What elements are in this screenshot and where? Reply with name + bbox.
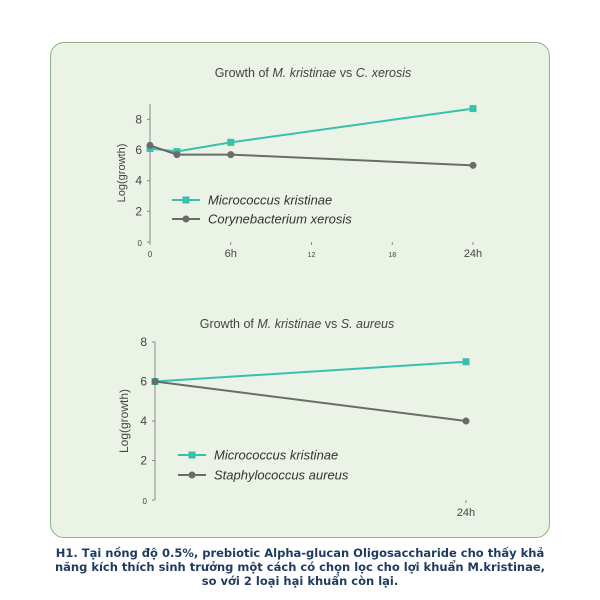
data-point-circle — [469, 161, 477, 169]
chart-title: Growth of M. kristinae vs S. aureus — [200, 317, 395, 331]
legend-marker-circle — [188, 471, 196, 479]
caption-line-3: so với 2 loại hại khuẩn còn lại. — [201, 574, 399, 588]
y-tick-label: 6 — [140, 375, 147, 389]
series-line-1 — [154, 360, 467, 383]
chart-title: Growth of M. kristinae vs C. xerosis — [215, 66, 412, 80]
legend-label: Staphylococcus aureus — [214, 468, 349, 483]
caption-line-2: năng kích thích sinh trưởng một cách có … — [54, 560, 546, 574]
legend-marker-circle — [182, 215, 190, 223]
data-point-square — [227, 138, 235, 146]
y-tick-label: 8 — [135, 112, 142, 126]
chart-2: Growth of M. kristinae vs S. aureus 0 2 4 6 8… — [117, 317, 475, 519]
x-tick-label: 24h — [464, 248, 482, 260]
data-point-circle — [173, 151, 181, 159]
legend-label: Micrococcus kristinae — [214, 448, 338, 463]
chart-1: Growth of M. kristinae vs C. xerosis 0 2 4 6… — [116, 66, 482, 260]
y-tick-label: 0 — [143, 497, 148, 506]
chart-panel — [50, 42, 550, 538]
data-point-square — [462, 358, 470, 366]
legend-marker-square — [182, 196, 190, 204]
series-line-2 — [149, 144, 474, 167]
data-point-circle — [462, 417, 470, 425]
data-point-circle — [146, 141, 154, 149]
series-line-2 — [154, 380, 467, 422]
data-point-circle — [227, 151, 235, 159]
series-line-1 — [149, 107, 474, 153]
y-tick-label: 2 — [135, 204, 142, 218]
x-tick-label: 12 — [308, 252, 316, 259]
y-axis-label: Log(growth) — [116, 144, 128, 203]
y-tick-label: 4 — [140, 414, 147, 428]
y-tick-label: 6 — [135, 143, 142, 157]
legend-marker-square — [188, 451, 196, 459]
y-tick-label: 2 — [140, 454, 147, 468]
y-tick-label: 0 — [138, 239, 143, 248]
data-point-circle — [151, 378, 159, 385]
caption-line-1: H1. Tại nồng độ 0.5%, prebiotic Alpha-gl… — [55, 546, 545, 560]
y-axis-label: Log(growth) — [117, 389, 131, 453]
x-tick-label: 6h — [225, 248, 237, 260]
legend-label: Corynebacterium xerosis — [208, 212, 352, 227]
data-point-square — [469, 105, 477, 113]
x-tick-label: 24h — [457, 507, 475, 519]
y-tick-label: 4 — [135, 174, 142, 188]
x-tick-label: 18 — [388, 252, 396, 259]
y-tick-label: 8 — [140, 335, 147, 349]
x-tick-label: 0 — [148, 250, 153, 259]
figure-caption: H1. Tại nồng độ 0.5%, prebiotic Alpha-gl… — [20, 546, 580, 588]
legend-label: Micrococcus kristinae — [208, 193, 332, 208]
